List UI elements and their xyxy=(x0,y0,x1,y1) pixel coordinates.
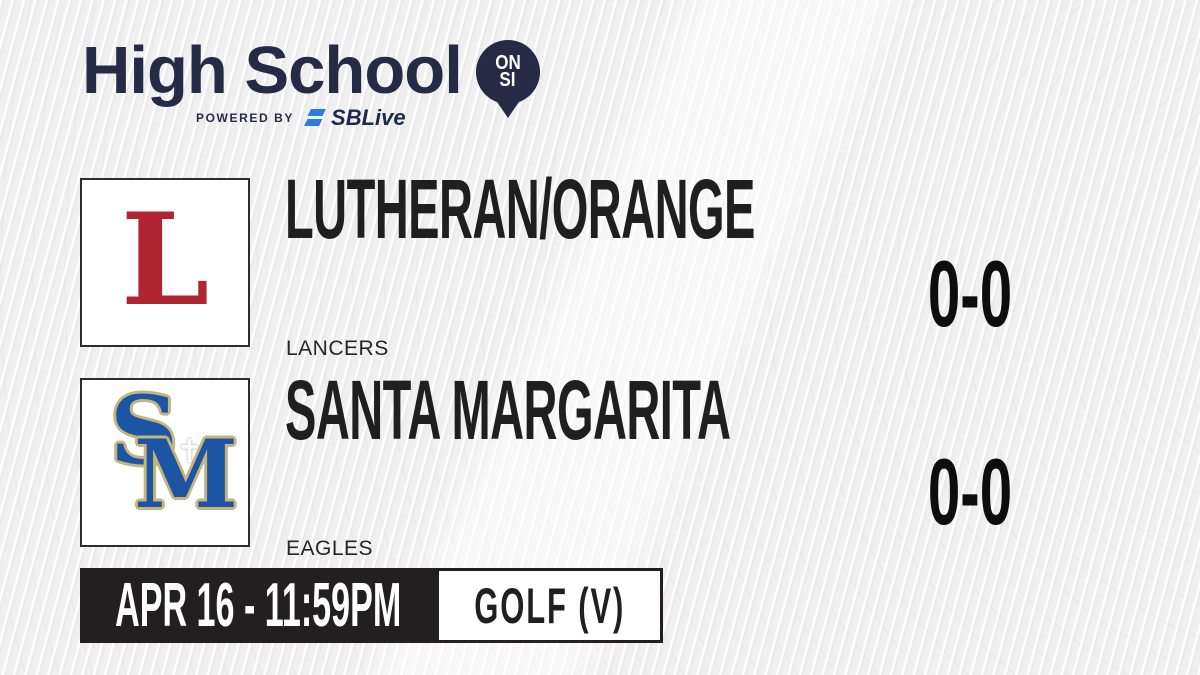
team1-logo-box: L xyxy=(80,178,250,347)
sblive-logo: SBLive xyxy=(303,105,406,131)
team2-mascot: EAGLES xyxy=(286,537,374,560)
event-type: GOLF (V) xyxy=(474,577,625,634)
team2-logo-box: S M ✝ xyxy=(80,378,250,547)
game-datetime-box: APR 16 - 11:59PM xyxy=(80,568,436,643)
pin-text-si: SI xyxy=(499,69,516,91)
pin-bubble: ON SI xyxy=(475,40,540,104)
team1-logo-letter: L xyxy=(120,185,210,334)
brand-title: High School xyxy=(82,33,463,108)
team1-name: LUTHERAN/ORANGE xyxy=(285,162,755,256)
game-datetime: APR 16 - 11:59PM xyxy=(114,570,402,640)
team1-record: 0-0 xyxy=(927,241,1013,346)
team2-logo: S M ✝ xyxy=(82,380,248,545)
on-si-pin-icon: ON SI xyxy=(475,40,540,120)
sblive-icon xyxy=(304,109,327,126)
team2-logo-cross-icon: ✝ xyxy=(176,432,203,470)
pin-tip xyxy=(492,96,523,118)
team2-record: 0-0 xyxy=(927,439,1013,544)
pin-text-on: ON xyxy=(495,52,521,74)
team1-mascot: LANCERS xyxy=(286,337,389,360)
powered-by-row: POWERED BY SBLive xyxy=(196,105,406,131)
team2-name: SANTA MARGARITA xyxy=(285,363,731,457)
sblive-wordmark: SBLive xyxy=(331,105,406,130)
powered-by-label: POWERED BY xyxy=(196,111,295,125)
event-type-box: GOLF (V) xyxy=(436,568,663,643)
brand-header: High School ON SI xyxy=(82,33,540,120)
